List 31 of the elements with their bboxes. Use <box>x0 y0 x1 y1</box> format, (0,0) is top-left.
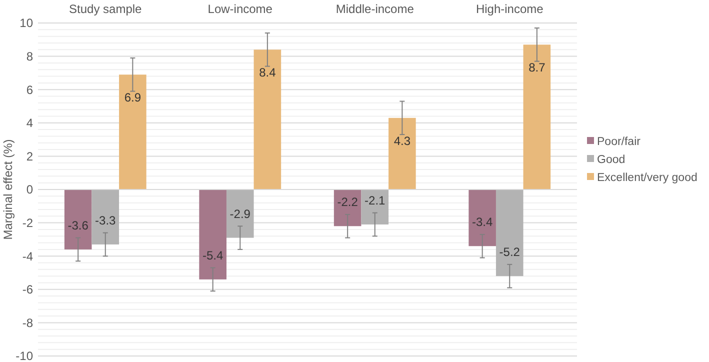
data-label: -2.2 <box>337 195 358 210</box>
data-label: 8.4 <box>259 66 276 80</box>
data-label: -3.6 <box>68 218 89 232</box>
y-axis-title: Marginal effect (%) <box>1 139 15 240</box>
data-label: -5.2 <box>499 245 520 260</box>
data-label: 8.7 <box>528 60 546 75</box>
x-tick-label: Low-income <box>208 2 273 16</box>
data-label: 4.3 <box>394 134 411 148</box>
legend-label: Excellent/very good <box>597 172 698 184</box>
data-label: 6.9 <box>124 90 142 105</box>
legend-label: Poor/fair <box>597 136 641 148</box>
y-tick-label: 10 <box>20 16 34 30</box>
legend-label: Good <box>597 154 626 166</box>
data-label: -2.9 <box>230 206 251 221</box>
x-tick-label: Study sample <box>69 2 142 16</box>
y-tick-label: 2 <box>26 149 34 164</box>
y-tick-label: -4 <box>22 249 34 264</box>
data-label: -5.4 <box>202 248 224 262</box>
data-label: -3.4 <box>472 215 493 230</box>
y-tick-label: -10 <box>16 349 34 362</box>
x-tick-label: Middle-income <box>336 2 414 16</box>
x-tick-label: High-income <box>476 2 544 16</box>
y-tick-label: 4 <box>26 116 34 130</box>
data-label: -3.3 <box>95 213 116 228</box>
y-tick-label: 8 <box>26 50 34 64</box>
y-tick-label: -8 <box>22 316 34 330</box>
y-tick-label: 0 <box>26 182 34 197</box>
y-tick-label: -2 <box>22 216 34 230</box>
data-label: -2.1 <box>364 193 386 208</box>
y-tick-label: -6 <box>22 282 34 297</box>
y-tick-label: 6 <box>26 82 34 97</box>
